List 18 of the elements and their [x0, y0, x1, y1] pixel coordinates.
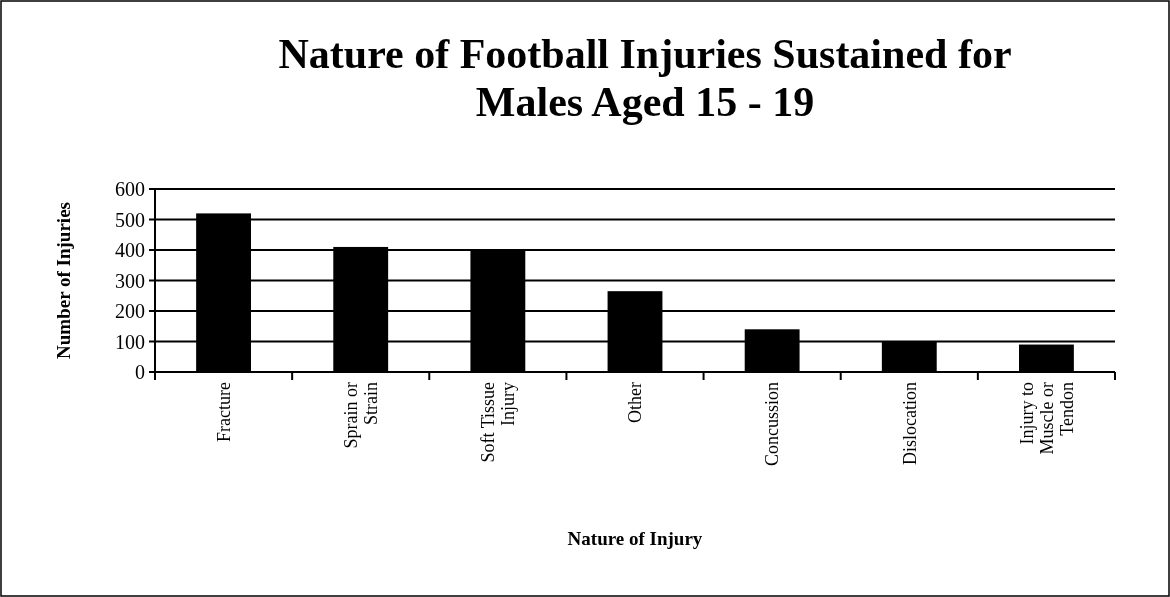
x-axis-title: Nature of Injury	[567, 528, 703, 549]
chart-title: Nature of Football Injuries Sustained for Males Aged 15 - 19	[278, 31, 1012, 125]
x-tick-label: Fracture	[213, 381, 234, 442]
y-tick-label: 400	[115, 239, 145, 261]
x-tick-label: Injury to Muscle or Tendon	[1016, 382, 1077, 455]
x-tick-label: Concussion	[762, 382, 783, 467]
y-tick-label: 0	[135, 361, 145, 383]
x-tick-label: Other	[625, 382, 646, 423]
y-tick-label: 500	[115, 208, 145, 231]
y-tick-label: 300	[115, 269, 145, 292]
x-tick-label: Sprain or Strain	[341, 382, 382, 449]
x-tick-label: Soft Tissue Injury	[478, 381, 519, 463]
y-tick-label: 600	[115, 178, 145, 200]
y-tick-label: 100	[115, 330, 145, 353]
y-axis-title: Number of Injuries	[53, 202, 74, 359]
y-tick-label: 200	[115, 300, 145, 322]
bar	[1019, 344, 1074, 372]
x-tick-label: Dislocation	[899, 382, 920, 465]
